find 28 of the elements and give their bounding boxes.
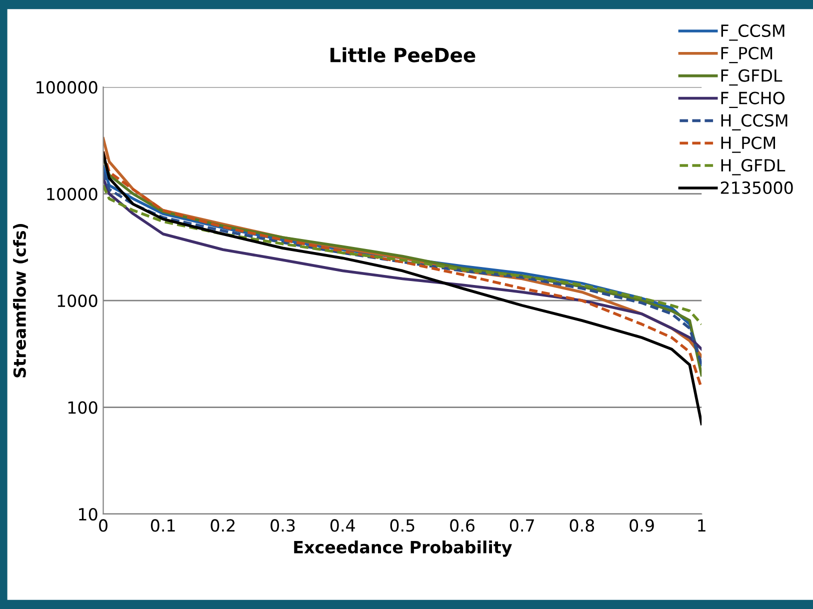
- chart-title: Little PeeDee: [330, 47, 476, 62]
- x-tick-label: 0.2: [210, 519, 235, 532]
- x-tick-label: 0.8: [570, 519, 594, 532]
- legend-label: F_PCM: [721, 46, 772, 64]
- y-tick-label: 100000: [36, 81, 98, 94]
- x-tick-label: 0: [99, 519, 108, 532]
- x-tick-label: 0.9: [630, 519, 654, 532]
- x-tick-label: 0.7: [510, 519, 534, 532]
- y-tick-label: 1000: [58, 294, 98, 308]
- y-axis-title: Streamflow (cfs): [13, 224, 28, 378]
- y-tick-label: 10000: [47, 188, 98, 200]
- x-tick-label: 1: [698, 519, 706, 532]
- y-tick-label: 10: [79, 508, 98, 521]
- legend-label: H_CCSM: [721, 114, 788, 130]
- x-tick-label: 0.1: [150, 519, 175, 532]
- legend-label: H_PCM: [721, 136, 776, 153]
- y-tick-label: 100: [68, 401, 98, 414]
- x-axis-title: Exceedance Probability: [294, 540, 512, 557]
- legend-label: 2135000: [720, 181, 793, 194]
- legend-label: F_ECHO: [721, 92, 785, 108]
- x-tick-label: 0.3: [270, 519, 295, 532]
- line-series: [103, 184, 702, 326]
- legend-label: H_GFDL: [721, 158, 786, 176]
- legend-label: F_CCSM: [721, 24, 784, 41]
- x-tick-label: 0.6: [450, 519, 474, 532]
- x-tick-label: 0.5: [390, 519, 414, 532]
- x-tick-label: 0.4: [330, 519, 355, 532]
- legend-label: F_GFDL: [721, 69, 782, 86]
